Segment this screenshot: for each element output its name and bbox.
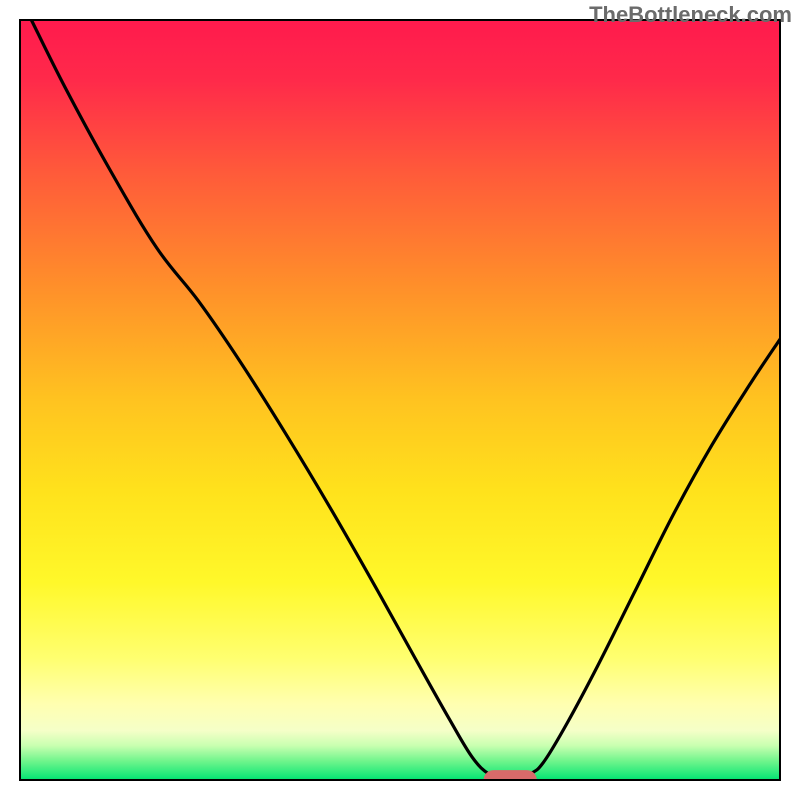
plot-background xyxy=(20,20,780,780)
bottleneck-curve-chart xyxy=(0,0,800,800)
watermark-label: TheBottleneck.com xyxy=(589,2,792,28)
chart-canvas: TheBottleneck.com xyxy=(0,0,800,800)
